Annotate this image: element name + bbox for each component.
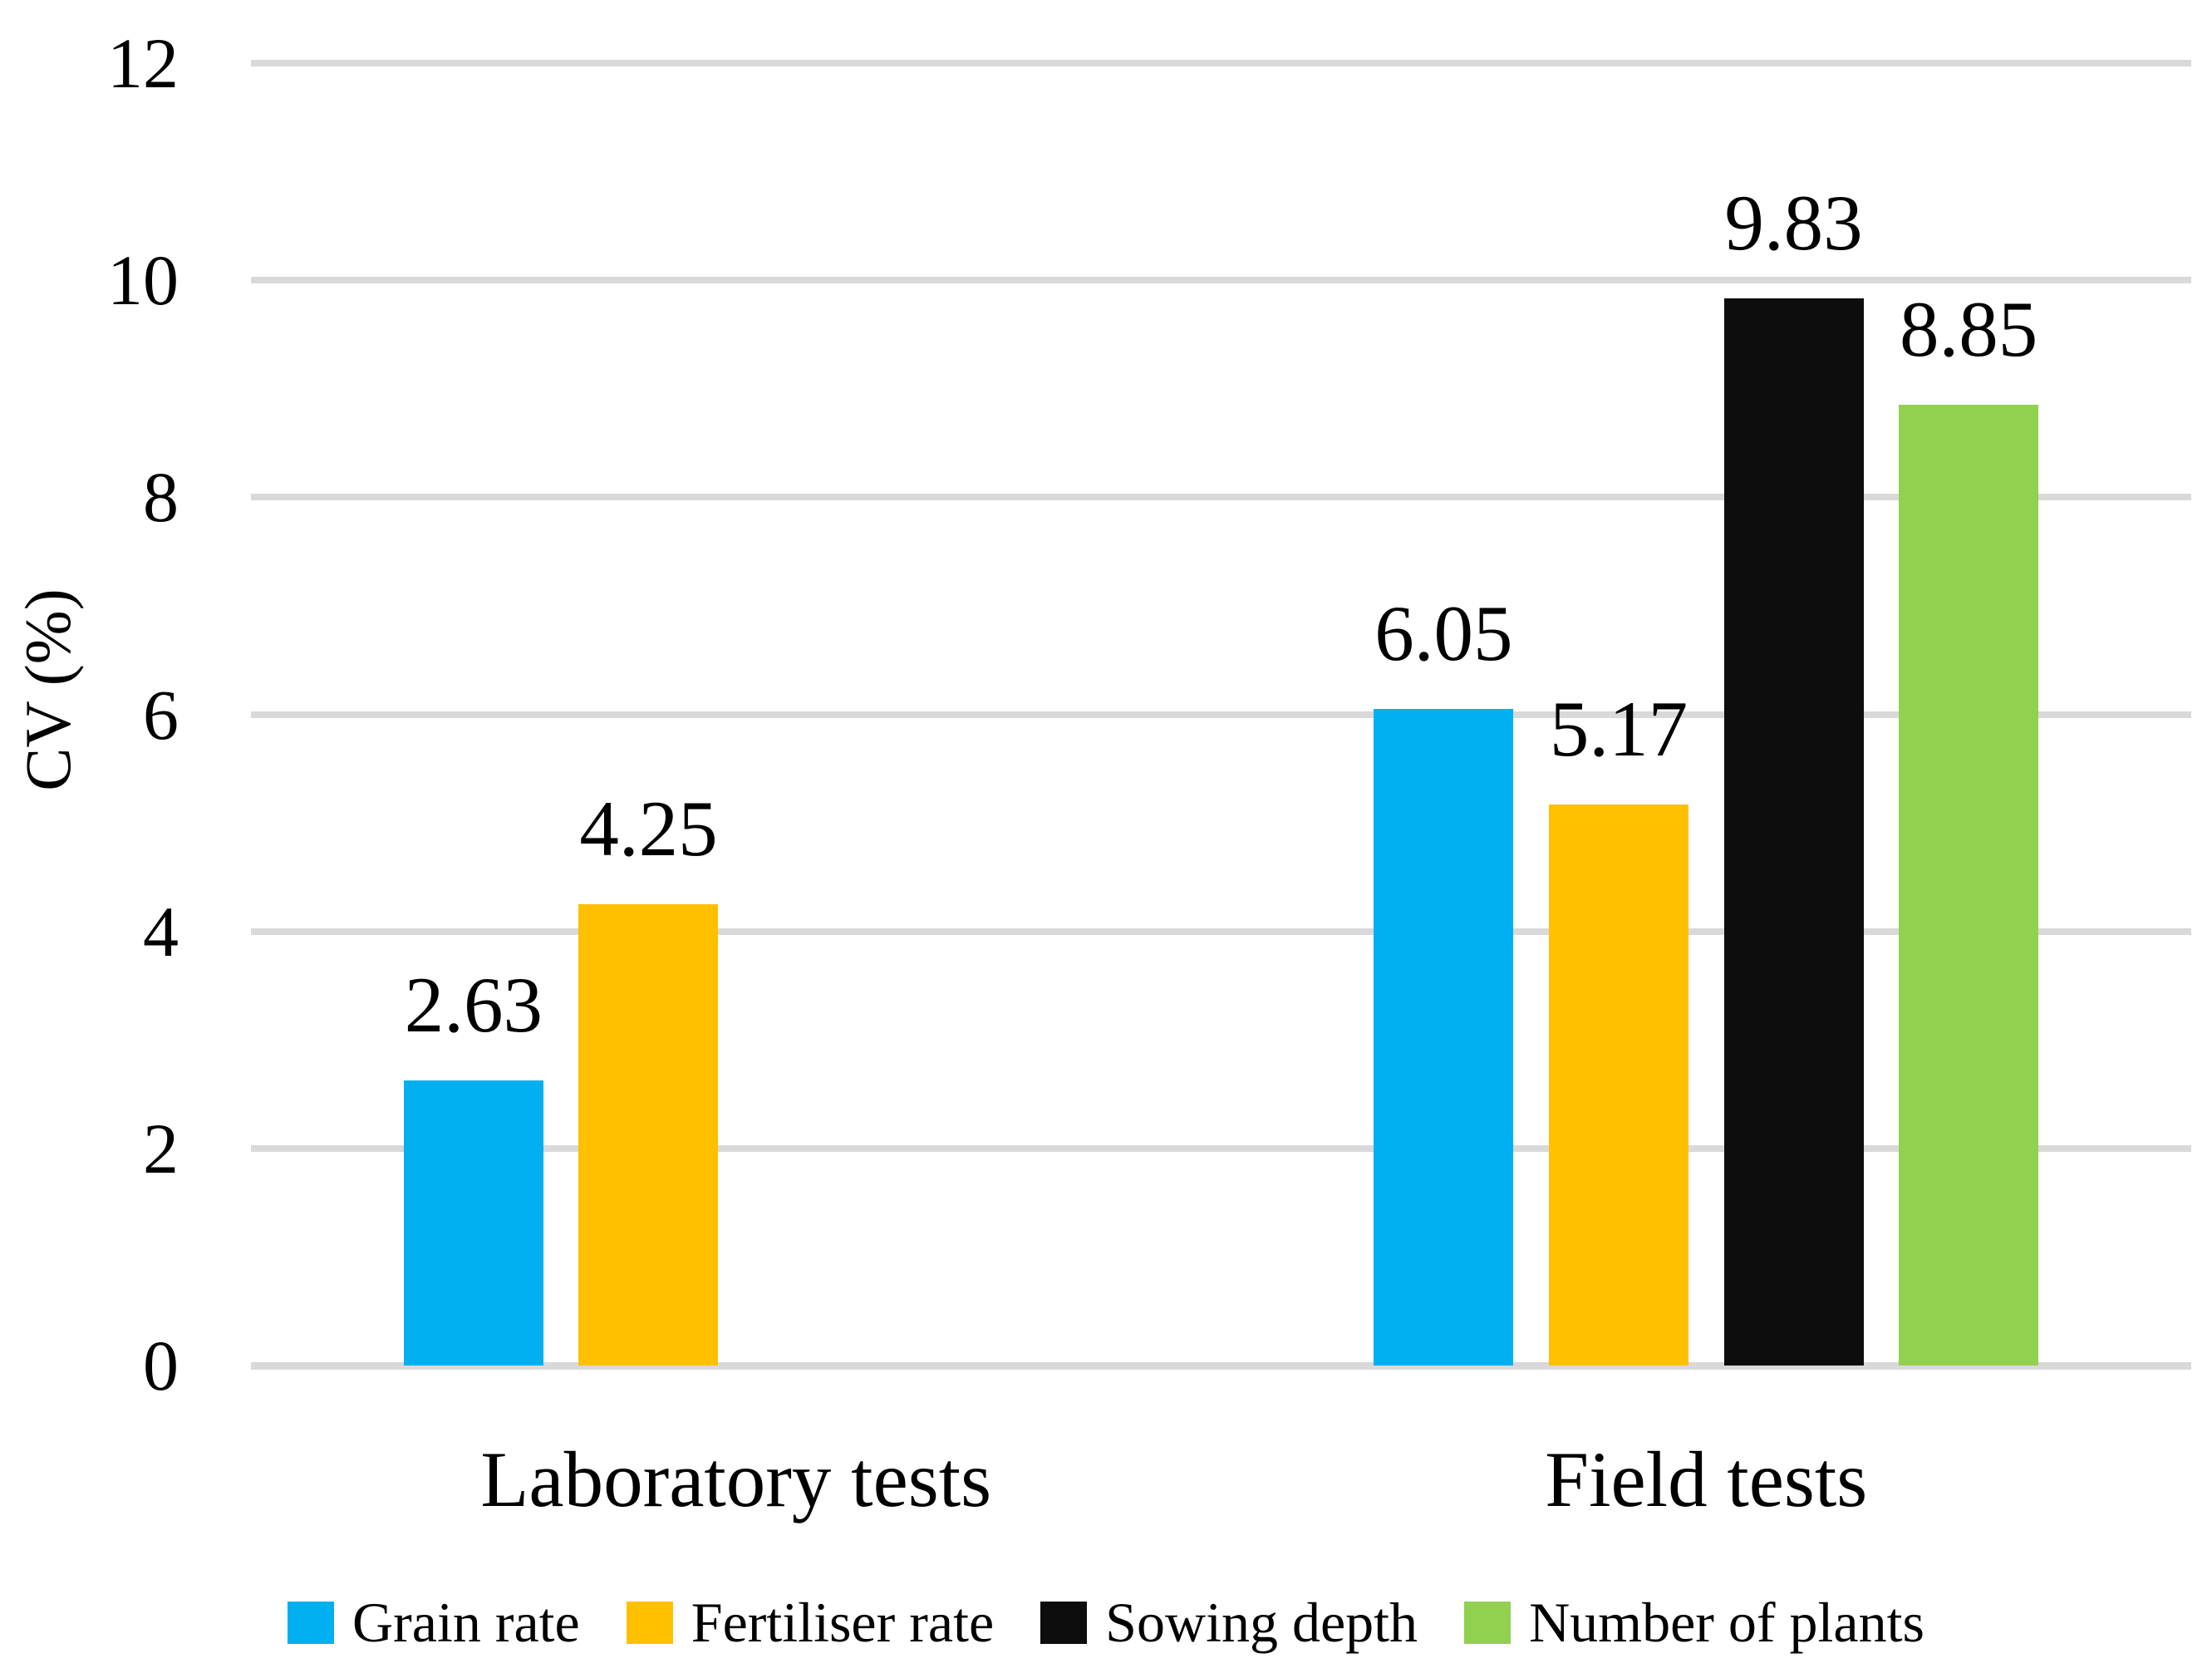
- y-axis-title: CV (%): [12, 588, 84, 791]
- y-tick-label-12: 12: [107, 23, 179, 104]
- bar-number-of-plants-field-tests: [1899, 405, 2039, 1366]
- gridline-y-12: [251, 60, 2191, 67]
- gridline-y-8: [251, 494, 2191, 501]
- bar-grain-rate-laboratory-tests: [403, 1080, 543, 1366]
- y-tick-label-6: 6: [143, 674, 179, 755]
- legend: Grain rate Fertiliser rate Sowing depth Num…: [0, 1587, 2212, 1657]
- gridline-y-2: [251, 1144, 2191, 1152]
- gridline-y-6: [251, 711, 2191, 718]
- category-label-field-tests: Field tests: [1545, 1435, 1868, 1523]
- legend-item-sowing-depth: Sowing depth: [1040, 1594, 1418, 1651]
- data-label-fertiliser-rate-laboratory-tests: 4.25: [579, 785, 718, 873]
- category-label-laboratory-tests: Laboratory tests: [480, 1435, 992, 1523]
- data-label-grain-rate-field-tests: 6.05: [1374, 588, 1513, 677]
- legend-swatch-number-of-plants: [1464, 1601, 1512, 1644]
- y-tick-label-10: 10: [107, 240, 179, 321]
- data-label-grain-rate-laboratory-tests: 2.63: [404, 960, 543, 1049]
- legend-label-grain-rate: Grain rate: [352, 1591, 580, 1654]
- bar-fertiliser-rate-field-tests: [1548, 804, 1688, 1366]
- legend-label-fertiliser-rate: Fertiliser rate: [691, 1591, 995, 1654]
- y-tick-label-4: 4: [143, 891, 179, 972]
- bar-grain-rate-field-tests: [1374, 708, 1514, 1366]
- data-label-fertiliser-rate-field-tests: 5.17: [1549, 684, 1688, 773]
- legend-item-fertiliser-rate: Fertiliser rate: [626, 1591, 995, 1654]
- gridline-y-0: [251, 1362, 2191, 1370]
- bar-sowing-depth-field-tests: [1723, 298, 1864, 1366]
- legend-swatch-grain-rate: [288, 1601, 335, 1644]
- gridline-y-4: [251, 928, 2191, 935]
- legend-swatch-sowing-depth: [1040, 1601, 1088, 1644]
- legend-item-number-of-plants: Number of plants: [1464, 1594, 1924, 1651]
- gridline-y-10: [251, 277, 2191, 284]
- legend-label-sowing-depth: Sowing depth: [1105, 1591, 1418, 1654]
- y-tick-label-0: 0: [143, 1326, 179, 1405]
- legend-item-grain-rate: Grain rate: [288, 1594, 580, 1651]
- legend-swatch-fertiliser-rate: [626, 1601, 673, 1644]
- legend-label-number-of-plants: Number of plants: [1529, 1591, 1924, 1654]
- data-label-number-of-plants-field-tests: 8.85: [1900, 285, 2038, 374]
- y-tick-label-8: 8: [143, 457, 179, 538]
- data-label-sowing-depth-field-tests: 9.83: [1724, 179, 1863, 268]
- bar-fertiliser-rate-laboratory-tests: [578, 904, 719, 1366]
- y-tick-label-2: 2: [143, 1108, 179, 1188]
